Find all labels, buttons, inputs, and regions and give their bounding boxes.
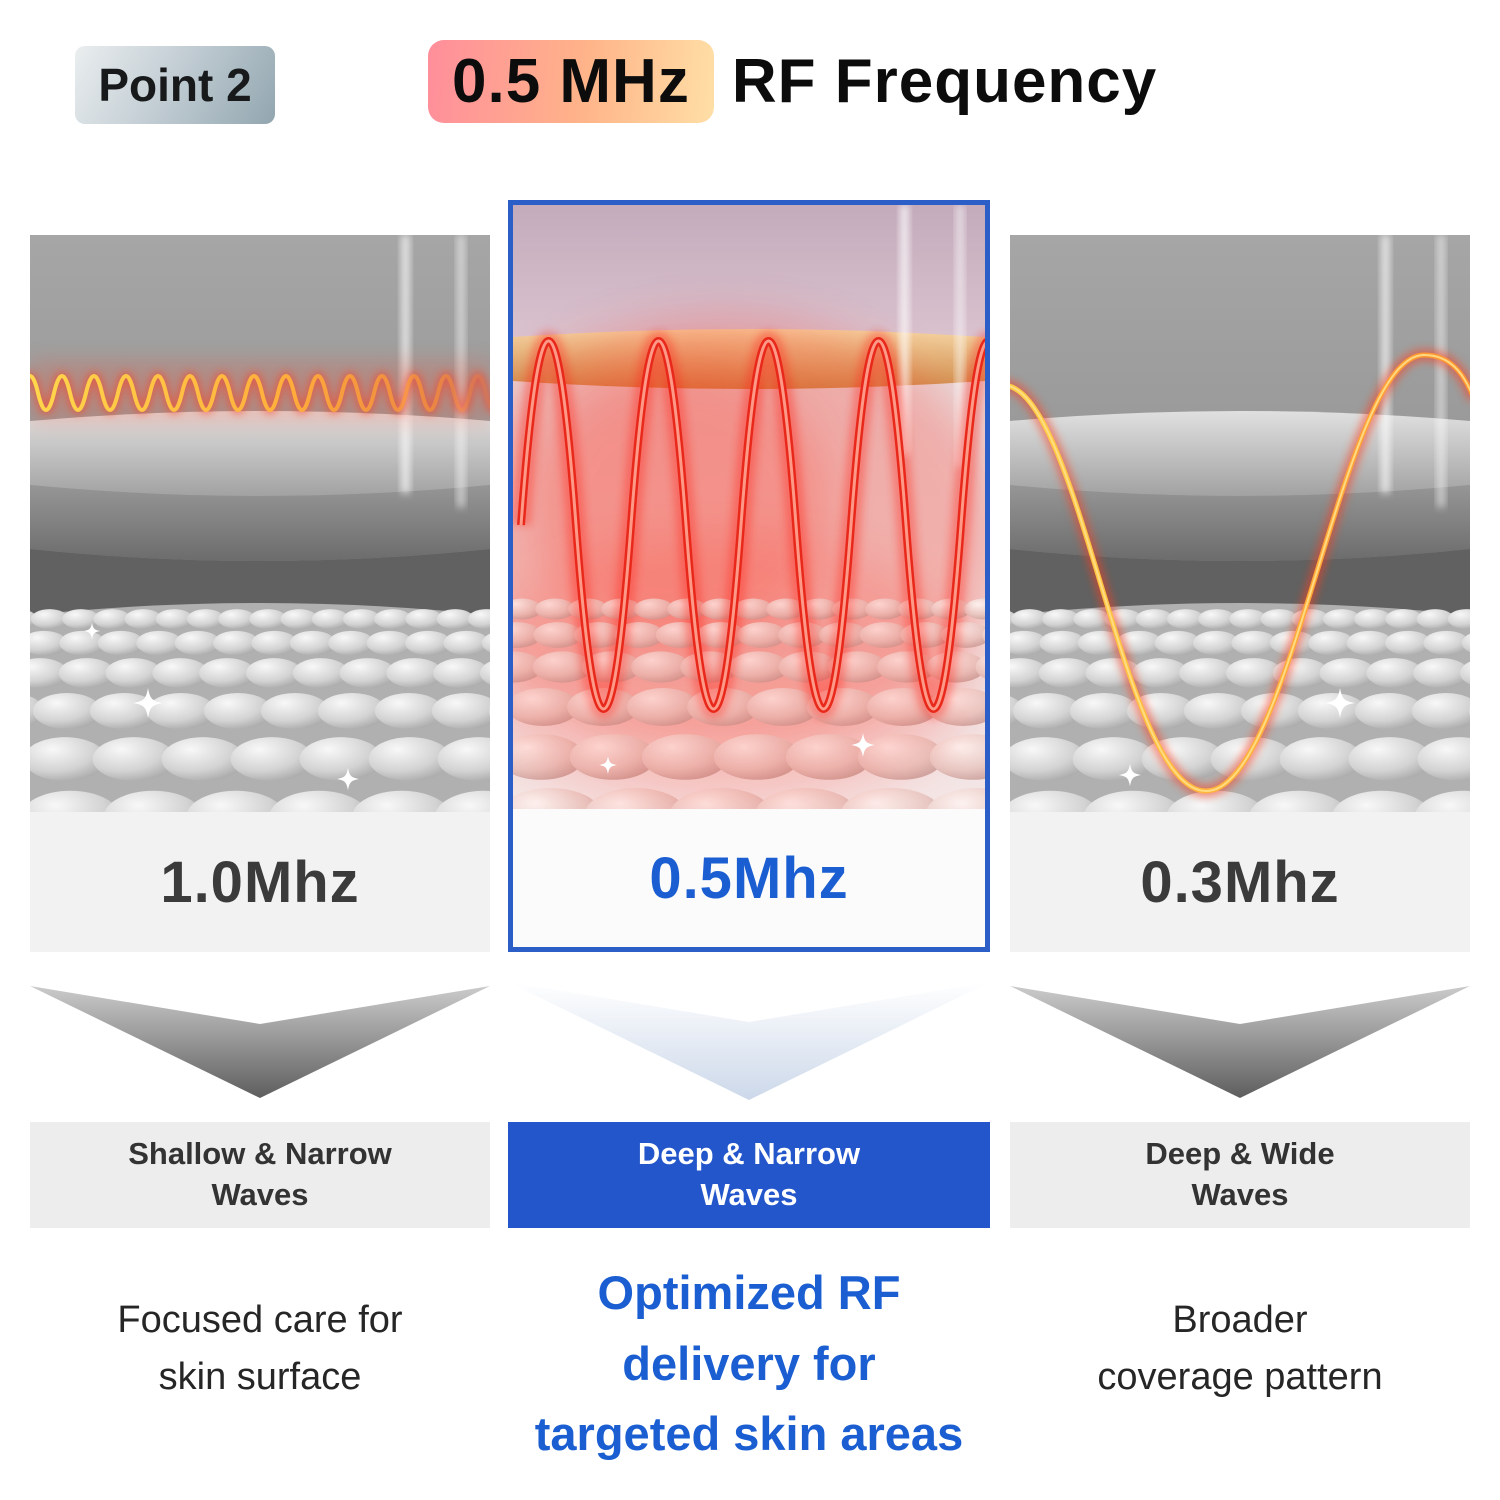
wave-type-line: Waves — [211, 1177, 309, 1212]
down-arrow-icon — [1010, 986, 1470, 1098]
panel-05mhz-image — [513, 205, 985, 809]
skin-cross-section-illustration — [30, 235, 490, 812]
down-arrow-05mhz — [508, 982, 990, 1100]
description-line: Broader — [1172, 1299, 1308, 1341]
description-05mhz: Optimized RF delivery for targeted skin … — [496, 1258, 1002, 1470]
description-line: targeted skin areas — [534, 1407, 964, 1460]
down-arrow-1mhz — [30, 986, 490, 1098]
point-badge: Point 2 — [75, 46, 275, 124]
description-line: Optimized RF — [597, 1266, 901, 1319]
title-highlight: 0.5 MHz — [428, 40, 714, 123]
down-arrow-03mhz — [1010, 986, 1470, 1098]
panel-03mhz-image — [1010, 235, 1470, 812]
description-line: delivery for — [622, 1336, 876, 1390]
light-streak — [1438, 235, 1444, 507]
description-03mhz: Broader coverage pattern — [1010, 1292, 1470, 1406]
wave-type-line: Shallow & Narrow — [128, 1136, 392, 1172]
freq-label-1mhz: 1.0Mhz — [30, 812, 490, 952]
freq-label-05mhz: 0.5Mhz — [513, 809, 985, 947]
wave-type-line: Waves — [1191, 1177, 1289, 1212]
rf-wave-deep-narrow — [513, 331, 985, 719]
down-arrow-icon — [30, 986, 490, 1098]
panel-05mhz-selected: 0.5Mhz — [508, 200, 990, 952]
page-title: 0.5 MHz RF Frequency — [428, 40, 1157, 123]
light-streak — [901, 205, 908, 455]
freq-label-03mhz: 0.3Mhz — [1010, 812, 1470, 952]
wave-type-bar-05mhz: Deep & Narrow Waves — [508, 1122, 990, 1228]
description-line: coverage pattern — [1097, 1356, 1383, 1398]
description-line: skin surface — [158, 1356, 362, 1398]
skin-cross-section-illustration — [513, 205, 985, 809]
panel-1mhz: 1.0Mhz — [30, 235, 490, 952]
rf-wave-shallow-narrow — [30, 371, 490, 415]
light-streak — [957, 205, 963, 467]
wave-type-line: Deep & Narrow — [637, 1136, 861, 1172]
wave-type-bar-1mhz: Shallow & Narrow Waves — [30, 1122, 490, 1228]
wave-type-line: Deep & Wide — [1145, 1136, 1335, 1172]
panel-1mhz-image — [30, 235, 490, 812]
description-1mhz: Focused care for skin surface — [30, 1292, 490, 1406]
skin-cross-section-illustration — [1010, 235, 1470, 812]
panel-03mhz: 0.3Mhz — [1010, 235, 1470, 952]
wave-type-bar-03mhz: Deep & Wide Waves — [1010, 1122, 1470, 1228]
light-streak — [1382, 235, 1389, 493]
rf-wave-deep-wide — [1010, 348, 1470, 798]
down-arrow-icon — [508, 982, 990, 1100]
description-line: Focused care for — [117, 1299, 403, 1341]
title-rest: RF Frequency — [731, 47, 1158, 116]
wave-type-line: Waves — [700, 1177, 798, 1212]
